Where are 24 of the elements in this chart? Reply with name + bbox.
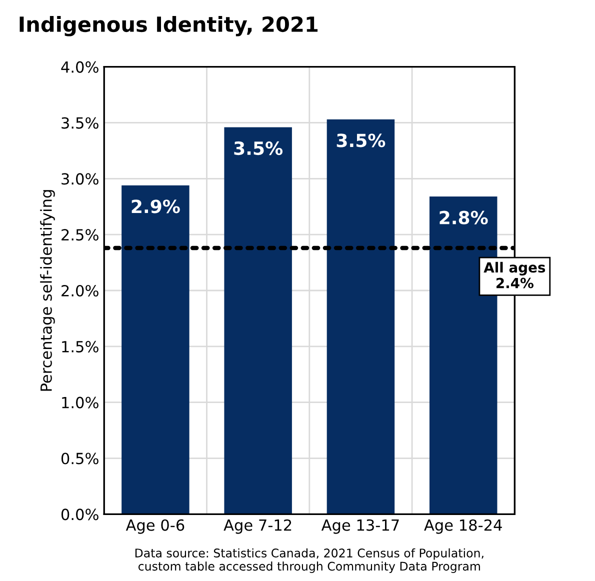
y-axis-title: Percentage self-identifying <box>40 190 55 391</box>
data-label: 3.5% <box>336 134 386 148</box>
bar <box>224 127 292 514</box>
x-tick-label: Age 18-24 <box>424 519 502 534</box>
y-tick-label: 0.5% <box>61 452 98 464</box>
data-label: 2.8% <box>440 210 488 224</box>
bar <box>122 185 190 514</box>
x-tick-label: Age 0-6 <box>126 519 184 534</box>
y-tick-label: 3.0% <box>62 173 98 185</box>
y-tick-label: 3.5% <box>62 117 98 129</box>
data-label: 2.9% <box>132 200 180 214</box>
y-tick-label: 1.0% <box>62 396 98 408</box>
y-tick-label: 2.0% <box>62 284 98 297</box>
ref-line-label: All ages 2.4% <box>484 262 546 288</box>
y-tick-label: 2.5% <box>62 229 98 241</box>
y-tick-label: 1.5% <box>62 340 98 352</box>
source-note: Data source: Statistics Canada, 2021 Census of Population, custom table accessed through Community Data Program <box>135 548 484 573</box>
x-tick-label: Age 13-17 <box>321 519 399 534</box>
bar <box>326 119 395 514</box>
chart-title: Indigenous Identity, 2021 <box>20 16 318 36</box>
x-tick-label: Age 7-12 <box>224 519 292 534</box>
y-tick-label: 4.0% <box>61 61 98 73</box>
y-tick-label: 0.0% <box>61 508 98 520</box>
data-label: 3.5% <box>234 141 283 156</box>
